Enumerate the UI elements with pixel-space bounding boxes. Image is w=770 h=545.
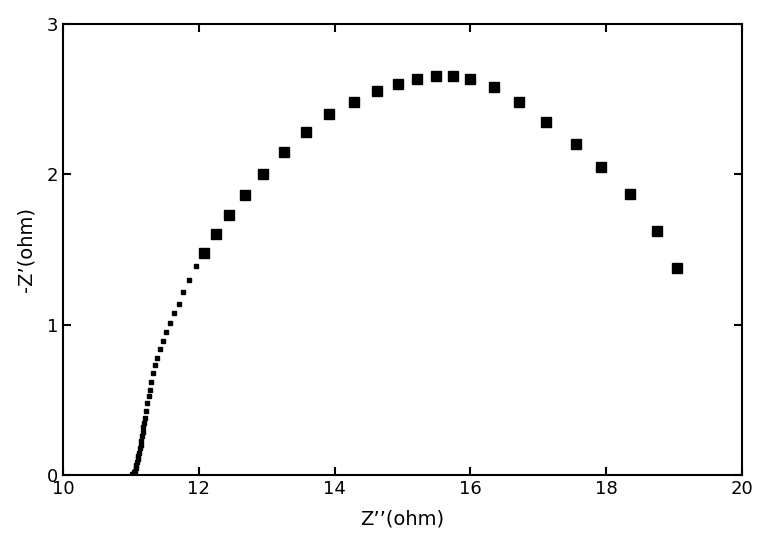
Y-axis label: -Z’(ohm): -Z’(ohm) xyxy=(17,207,35,292)
X-axis label: Z’’(ohm): Z’’(ohm) xyxy=(360,510,444,528)
